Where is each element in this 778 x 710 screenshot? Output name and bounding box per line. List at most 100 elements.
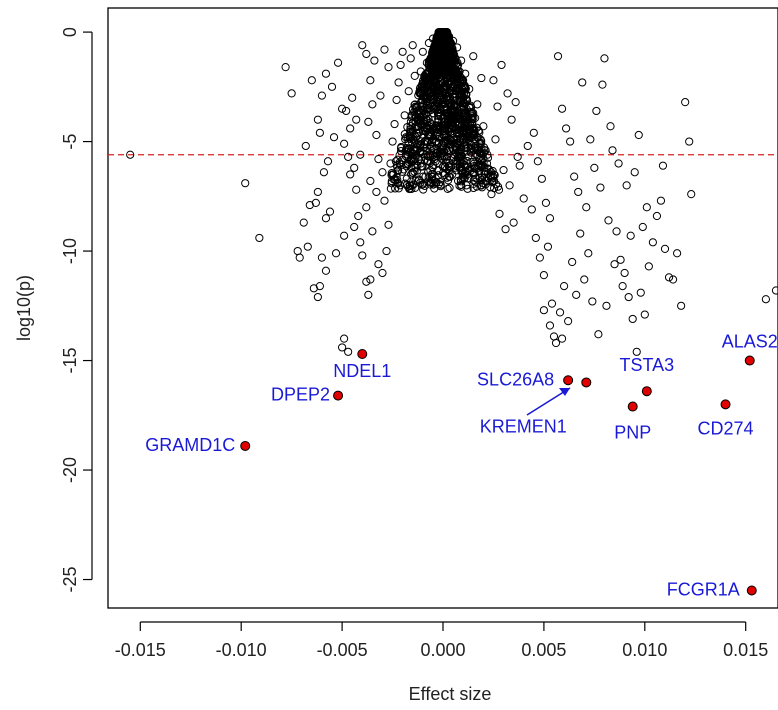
data-point [433, 128, 442, 137]
data-point [404, 138, 413, 147]
highlighted-point [240, 440, 251, 451]
data-point [374, 154, 383, 164]
data-point [463, 113, 472, 122]
data-point [559, 282, 569, 291]
data-point [545, 321, 555, 330]
data-point [372, 130, 381, 140]
data-point [403, 150, 412, 159]
data-point [380, 45, 389, 54]
data-point [541, 198, 551, 207]
data-point [511, 98, 520, 107]
data-point [319, 168, 329, 177]
data-point [400, 111, 409, 120]
data-point [392, 95, 401, 105]
data-point [446, 52, 456, 61]
data-point [761, 295, 770, 304]
data-point [439, 141, 448, 150]
data-point [444, 127, 453, 136]
gene-label: NDEL1 [333, 361, 391, 381]
highlighted-points [240, 348, 757, 596]
y-axis-title: log10(p) [14, 275, 34, 341]
data-point [422, 86, 431, 95]
data-point [491, 135, 500, 144]
gene-label: SLC26A8 [477, 369, 554, 389]
data-point [535, 253, 544, 262]
data-point [364, 290, 373, 299]
data-point [677, 301, 686, 310]
data-point [438, 149, 447, 158]
data-point [606, 122, 615, 131]
data-point [378, 268, 387, 278]
data-point [340, 231, 349, 240]
data-point [458, 174, 467, 183]
data-point [436, 30, 446, 39]
data-point [430, 152, 439, 162]
data-point [445, 110, 454, 119]
data-point [299, 218, 308, 227]
data-point [451, 143, 461, 152]
data-point [441, 57, 450, 66]
data-point [638, 222, 647, 232]
data-point [480, 173, 489, 182]
highlighted-point [357, 348, 368, 359]
data-point [333, 58, 343, 67]
data-point [435, 80, 444, 90]
data-point [451, 71, 460, 81]
data-point [406, 54, 415, 63]
data-point [315, 282, 324, 291]
data-point [533, 157, 542, 166]
data-point [557, 334, 567, 343]
data-point [337, 343, 347, 352]
highlighted-point [720, 399, 731, 410]
data-point [537, 174, 546, 183]
data-point [384, 63, 393, 72]
data-point [604, 216, 613, 225]
data-point [394, 184, 403, 193]
data-point [433, 60, 442, 69]
data-point [457, 91, 466, 100]
data-point [427, 175, 437, 184]
data-point [420, 84, 429, 94]
data-point [408, 41, 417, 50]
data-point [449, 145, 458, 154]
data-point [427, 178, 436, 188]
data-point [497, 60, 506, 70]
data-point [402, 174, 411, 183]
data-point [687, 190, 696, 199]
data-point [457, 97, 466, 106]
data-point [372, 187, 381, 197]
data-point [455, 153, 464, 162]
data-point [513, 152, 522, 162]
data-point [368, 100, 377, 109]
data-point [446, 65, 455, 74]
data-point [551, 338, 561, 348]
data-point [356, 150, 365, 159]
data-point [409, 180, 418, 189]
data-point [469, 183, 478, 193]
y-tick-label: -5 [60, 134, 80, 150]
x-axis-title: Effect size [409, 684, 492, 704]
data-point [327, 82, 337, 91]
data-point [453, 176, 463, 185]
data-point [421, 172, 430, 181]
data-point [658, 161, 668, 170]
gene-label: CD274 [698, 418, 754, 438]
data-point [325, 207, 335, 216]
data-point [501, 225, 510, 234]
data-point [358, 41, 367, 50]
data-point [486, 171, 495, 180]
data-point [390, 119, 399, 129]
x-tick-label: -0.005 [317, 640, 368, 660]
data-point [642, 203, 651, 212]
data-point [539, 271, 549, 280]
data-point [321, 69, 331, 78]
data-point [419, 185, 428, 194]
data-point [315, 128, 324, 137]
data-point [401, 133, 411, 142]
data-point [515, 161, 524, 170]
data-point [399, 165, 408, 174]
data-point [624, 292, 633, 302]
data-point [434, 132, 443, 142]
gene-label: TSTA3 [619, 355, 674, 375]
